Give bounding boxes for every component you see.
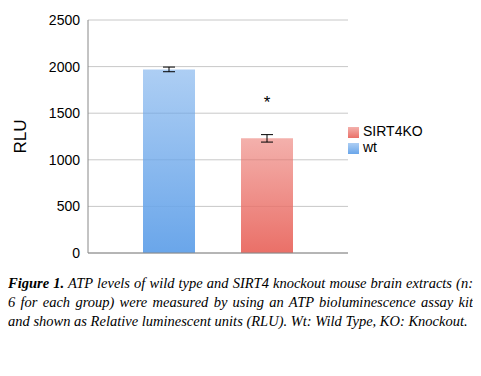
html-text:wt: wt [363, 139, 377, 155]
html-text:Figure 1. ATP levels of wild t: Figure 1. ATP levels of wild type and SI… [8, 275, 473, 329]
svg-text:2000: 2000 [49, 59, 80, 75]
svg-text:500: 500 [57, 198, 81, 214]
svg-text:RLU: RLU [11, 119, 30, 153]
svg-text:0: 0 [72, 245, 80, 261]
svg-text:2500: 2500 [49, 12, 80, 28]
svg-text:1500: 1500 [49, 105, 80, 121]
svg-text:*: * [264, 93, 271, 112]
html-text:SIRT4KO: SIRT4KO [363, 123, 423, 139]
svg-text:1000: 1000 [49, 152, 80, 168]
